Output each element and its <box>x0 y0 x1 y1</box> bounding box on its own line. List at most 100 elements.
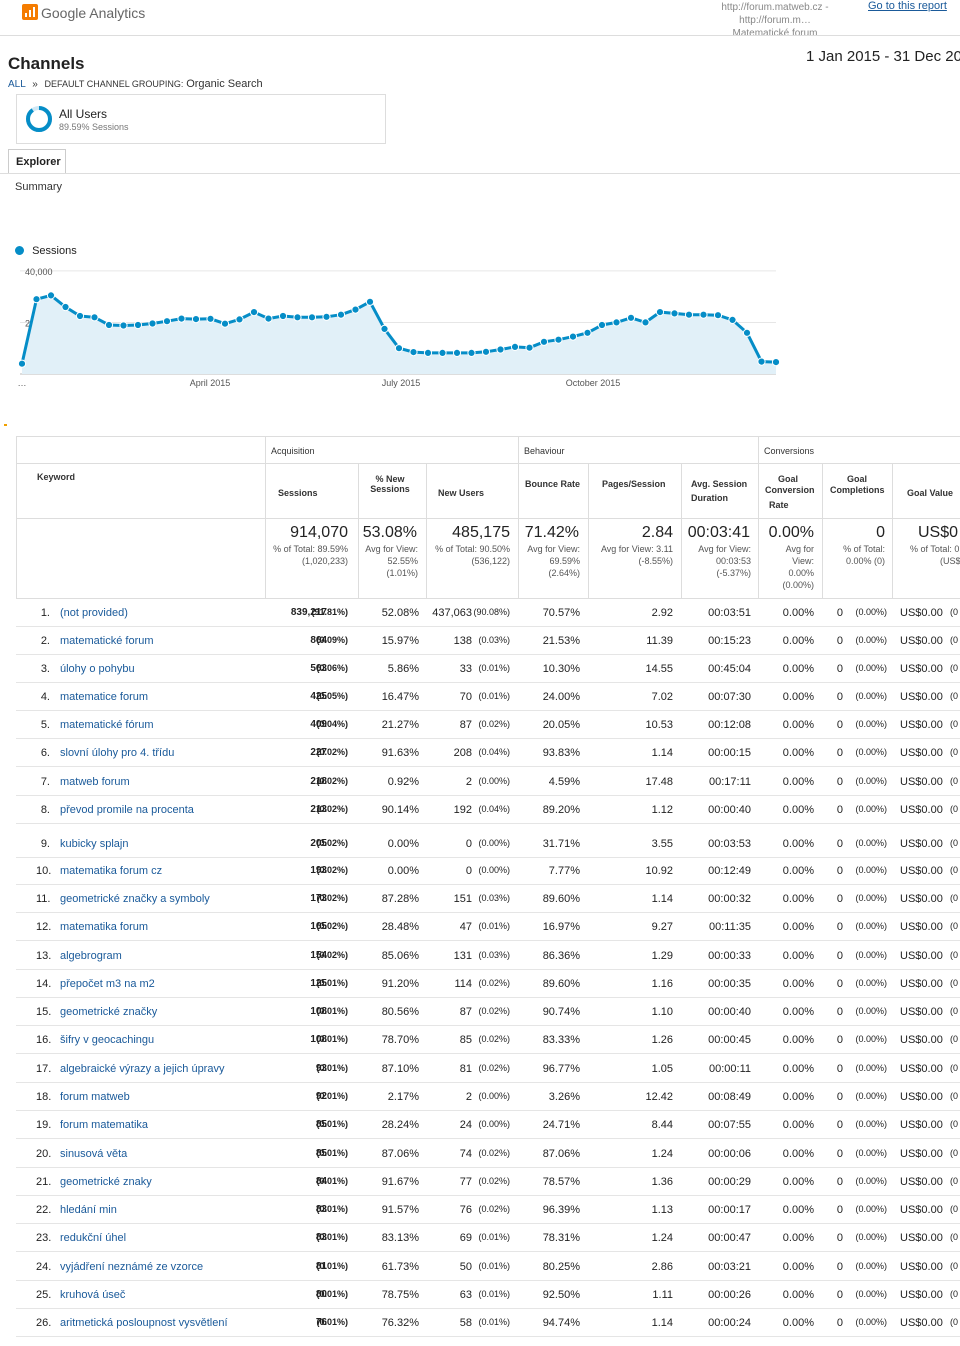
keyword-link[interactable]: sinusová věta <box>60 1148 128 1160</box>
col-new-sessions[interactable]: % New Sessions <box>370 474 410 494</box>
segment-card[interactable]: All Users 89.59% Sessions <box>16 94 386 144</box>
keyword-link[interactable]: geometrické značky a symboly <box>60 893 210 905</box>
keyword-link[interactable]: aritmetická posloupnost vysvětlení <box>60 1317 228 1329</box>
property-selector[interactable]: http://forum.matweb.cz - http://forum.m…… <box>690 1 860 40</box>
data-point[interactable] <box>525 343 534 352</box>
col-new-users[interactable]: New Users <box>438 488 485 498</box>
data-point[interactable] <box>191 315 201 324</box>
table-row[interactable]: 13. algebrogram 154 (0.02%) 85.06% 131 (0.03%)… <box>16 941 960 970</box>
data-point[interactable] <box>423 348 433 358</box>
data-point[interactable] <box>597 320 607 330</box>
data-point[interactable] <box>568 332 578 341</box>
go-to-report-link[interactable]: Go to this report <box>868 0 947 12</box>
data-point[interactable] <box>539 337 549 346</box>
data-point[interactable] <box>177 314 186 323</box>
keyword-link[interactable]: geometrické znaky <box>60 1176 152 1188</box>
keyword-link[interactable]: (not provided) <box>60 607 128 619</box>
table-row[interactable]: 8. převod promile na procenta 213 (0.02%) 90… <box>16 795 960 824</box>
data-point[interactable] <box>61 302 70 312</box>
table-row[interactable]: 16. šifry v geocachingu 108 (0.01%) 78.70% 85… <box>16 1025 960 1054</box>
keyword-link[interactable]: kruhová úseč <box>60 1289 126 1301</box>
data-point[interactable] <box>583 328 592 337</box>
data-point[interactable] <box>452 348 462 358</box>
keyword-link[interactable]: algebraické výrazy a jejich úpravy <box>60 1063 225 1075</box>
data-point[interactable] <box>322 312 331 321</box>
data-point[interactable] <box>409 348 418 357</box>
legend-sessions[interactable]: Sessions <box>15 245 77 257</box>
table-row[interactable]: 6. slovní úlohy pro 4. třídu 227 (0.02%) 91.… <box>16 738 960 767</box>
col-sessions[interactable]: Sessions <box>278 488 318 498</box>
table-row[interactable]: 23. redukční úhel 83 (0.01%) 83.13% 69 (0.01%)… <box>16 1223 960 1252</box>
data-point[interactable] <box>148 319 157 328</box>
table-row[interactable]: 3. úlohy o pohybu 563 (0.06%) 5.86% 33 (0.01%)… <box>16 654 960 683</box>
data-point[interactable] <box>496 345 505 354</box>
col-goal-completions-1[interactable]: Goal <box>847 474 868 484</box>
keyword-link[interactable]: forum matematika <box>60 1119 149 1131</box>
data-point[interactable] <box>510 342 520 352</box>
keyword-link[interactable]: převod promile na procenta <box>60 804 194 816</box>
col-goal-cr-3[interactable]: Rate <box>769 500 789 510</box>
col-goal-cr-1[interactable]: Goal <box>778 474 799 484</box>
keyword-link[interactable]: šifry v geocachingu <box>60 1034 155 1046</box>
data-point[interactable] <box>699 310 708 319</box>
keyword-link[interactable]: matematické forum <box>60 635 154 647</box>
table-row[interactable]: 14. přepočet m3 na m2 125 (0.01%) 91.20% 114 (… <box>16 969 960 998</box>
keyword-link[interactable]: hledání min <box>60 1204 117 1216</box>
table-row[interactable]: 1. (not provided) 839,217 (91.81%) 52.08% 437… <box>16 598 960 627</box>
col-avg-duration-1[interactable]: Avg. Session <box>691 479 748 489</box>
keyword-link[interactable]: slovní úlohy pro 4. třídu <box>60 747 175 759</box>
data-point[interactable] <box>380 324 389 334</box>
tab-explorer[interactable]: Explorer <box>8 149 66 174</box>
data-point[interactable] <box>670 309 679 318</box>
table-row[interactable]: 11. geometrické značky a symboly 173 (0.02%… <box>16 884 960 913</box>
tab-summary[interactable]: Summary <box>15 181 63 193</box>
col-avg-duration-2[interactable]: Duration <box>691 493 728 503</box>
table-row[interactable]: 25. kruhová úseč 80 (0.01%) 78.75% 63 (0.01%) 9… <box>16 1280 960 1309</box>
data-point[interactable] <box>626 313 636 322</box>
table-row[interactable]: 9. kubicky splajn 205 (0.02%) 0.00% 0 (0.00%) 3… <box>16 829 960 858</box>
data-point[interactable] <box>684 310 694 319</box>
data-point[interactable] <box>90 313 99 322</box>
keyword-link[interactable]: matematika forum <box>60 921 149 933</box>
col-goal-cr-2[interactable]: Conversion <box>765 485 815 495</box>
keyword-link[interactable]: matematice forum <box>60 691 149 703</box>
col-keyword[interactable]: Keyword <box>37 472 76 482</box>
data-point[interactable] <box>612 318 621 327</box>
breadcrumb-all[interactable]: ALL <box>8 79 26 90</box>
data-point[interactable] <box>655 308 665 317</box>
data-point[interactable] <box>394 344 404 353</box>
data-point[interactable] <box>249 308 259 317</box>
col-pages-session[interactable]: Pages/Session <box>602 479 666 489</box>
data-point[interactable] <box>133 320 143 330</box>
keyword-link[interactable]: algebrogram <box>60 950 122 962</box>
table-row[interactable]: 12. matematika forum 165 (0.02%) 28.48% 47 (0.… <box>16 912 960 941</box>
data-point[interactable] <box>75 311 85 321</box>
data-point[interactable] <box>220 319 230 328</box>
keyword-link[interactable]: matematické fórum <box>60 719 154 731</box>
data-point[interactable] <box>293 313 302 322</box>
table-row[interactable]: 5. matematické fórum 409 (0.04%) 21.27% 87 (0.… <box>16 710 960 739</box>
data-point[interactable] <box>46 291 56 300</box>
table-row[interactable]: 21. geometrické znaky 84 (0.01%) 91.67% 77 (0.… <box>16 1167 960 1196</box>
table-row[interactable]: 15. geometrické značky 108 (0.01%) 80.56% 87 (… <box>16 997 960 1026</box>
data-point[interactable] <box>713 311 723 320</box>
keyword-link[interactable]: přepočet m3 na m2 <box>60 978 155 990</box>
table-row[interactable]: 7. matweb forum 218 (0.02%) 0.92% 2 (0.00%) 4.5… <box>16 767 960 796</box>
data-point[interactable] <box>307 313 317 322</box>
keyword-link[interactable]: redukční úhel <box>60 1232 127 1244</box>
keyword-link[interactable]: matematika forum cz <box>60 865 163 877</box>
col-goal-completions-2[interactable]: Completions <box>830 485 885 495</box>
keyword-link[interactable]: forum matweb <box>60 1091 130 1103</box>
keyword-link[interactable]: úlohy o pohybu <box>60 663 135 675</box>
keyword-link[interactable]: kubicky splajn <box>60 838 129 850</box>
data-point[interactable] <box>771 358 781 367</box>
data-point[interactable] <box>206 314 215 323</box>
data-point[interactable] <box>351 305 360 314</box>
data-point[interactable] <box>336 310 346 319</box>
table-row[interactable]: 22. hledání min 83 (0.01%) 91.57% 76 (0.02%) 96… <box>16 1195 960 1224</box>
data-point[interactable] <box>264 314 273 323</box>
col-goal-value[interactable]: Goal Value <box>907 488 954 498</box>
data-point[interactable] <box>235 315 244 324</box>
data-point[interactable] <box>162 317 172 326</box>
data-point[interactable] <box>438 348 447 358</box>
